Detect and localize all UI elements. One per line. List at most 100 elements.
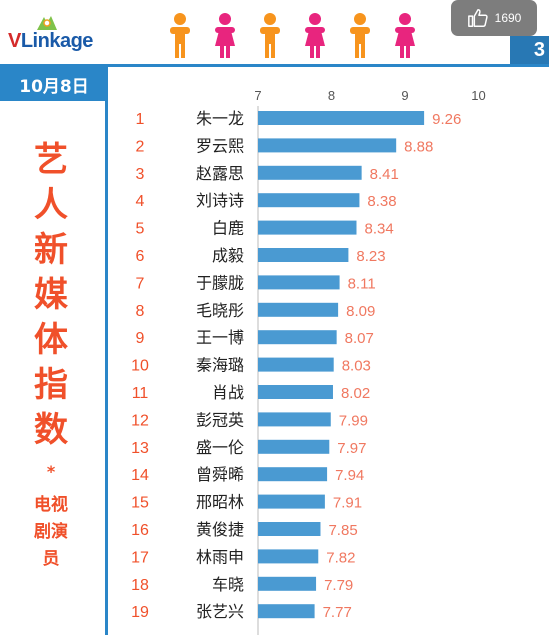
data-label: 8.34 [364,221,393,238]
data-label: 7.91 [333,495,362,512]
header-divider [0,64,549,67]
like-count: 1690 [494,11,522,25]
side-subtitle: 电视剧演员 [34,495,68,569]
bar [258,439,330,454]
bar [258,385,333,399]
female-figure-icon [395,13,415,58]
data-label: 9.26 [432,111,461,128]
ranking-bar-chart: 7 8 9 10 1 朱一龙 9.26 2 罗云熙 8.88 3 赵露思 8.41 4 刘诗诗 8.38 5 白鹿… [131,88,486,635]
bar [258,193,360,208]
bar [258,576,317,591]
data-label: 7.97 [337,440,366,457]
bar [258,412,331,427]
rank-label: 13 [131,440,149,457]
category-label: 盛一伦 [196,438,244,457]
category-label: 王一博 [196,328,244,347]
category-label: 黄俊捷 [196,520,244,539]
like-button[interactable]: 1690 [451,0,537,36]
logo-mark-icon [37,16,57,30]
bar [258,248,349,262]
category-label: 邢昭林 [196,493,244,512]
category-label: 肖战 [212,383,244,402]
female-figure-icon [215,13,235,58]
date-label: 10月8日 [0,67,108,101]
data-label: 7.94 [335,467,364,484]
side-star: * [46,462,56,481]
bar [258,330,337,345]
category-label: 朱一龙 [196,109,244,128]
rank-label: 9 [136,330,145,347]
category-label: 张艺兴 [196,602,244,621]
rank-label: 19 [131,604,149,621]
data-label: 7.79 [324,577,353,594]
bar [258,522,321,536]
data-label: 8.09 [346,303,375,320]
x-tick-label: 9 [401,88,408,103]
data-label: 7.77 [323,604,352,621]
male-figure-icon [170,13,190,58]
bar [258,111,425,125]
bar [258,494,325,509]
vlinkage-logo: VLinkage [8,14,118,60]
data-label: 8.03 [342,358,371,375]
rank-label: 16 [131,522,149,539]
rank-label: 2 [136,138,145,155]
male-figure-icon [260,13,280,58]
category-label: 彭冠英 [196,410,244,429]
data-label: 8.02 [341,385,370,402]
thumbs-up-icon [467,9,488,27]
data-label: 8.23 [356,248,385,265]
rank-label: 8 [136,303,145,320]
category-label: 毛晓彤 [196,301,244,320]
logo-text: VLinkage [8,30,93,52]
rank-label: 11 [132,385,149,402]
category-label: 赵露思 [196,164,244,183]
data-label: 8.41 [370,166,399,183]
bar [258,604,315,619]
rank-label: 6 [136,248,145,265]
bar [258,467,328,482]
data-label: 7.82 [326,549,355,566]
category-label: 罗云熙 [196,136,244,155]
rank-label: 12 [131,412,149,429]
category-label: 成毅 [212,246,244,265]
data-label: 8.38 [367,193,396,210]
data-label: 7.99 [339,412,368,429]
side-title: 艺人新媒体指数 [34,140,68,450]
rank-label: 4 [136,193,145,210]
x-tick-label: 7 [254,88,261,103]
bar [258,302,339,317]
category-label: 秦海璐 [196,356,244,375]
data-label: 8.88 [404,138,433,155]
category-label: 曾舜晞 [196,465,244,484]
bar [258,165,362,180]
x-tick-label: 10 [471,88,485,103]
category-label: 刘诗诗 [196,191,244,210]
category-label: 车晓 [212,575,244,594]
rank-label: 18 [131,577,149,594]
bar [258,549,319,564]
category-label: 林雨申 [196,547,244,566]
bar [258,357,334,372]
data-label: 8.11 [348,275,376,292]
rank-label: 17 [131,549,149,566]
female-figure-icon [305,13,325,58]
rank-label: 10 [131,358,149,375]
side-panel [0,101,108,635]
data-label: 8.07 [345,330,374,347]
rank-label: 7 [136,275,145,292]
bar [258,220,357,235]
male-figure-icon [350,13,370,58]
people-icons [170,13,415,58]
bar [258,138,397,153]
rank-label: 14 [131,467,149,484]
rank-label: 3 [136,166,145,183]
bar [258,275,340,290]
page-number-badge: 3 [510,36,549,64]
data-label: 7.85 [328,522,357,539]
x-tick-label: 8 [328,88,335,103]
rank-label: 1 [136,111,145,128]
rank-label: 5 [136,221,145,238]
category-label: 于朦胧 [196,273,244,292]
rank-label: 15 [131,495,149,512]
